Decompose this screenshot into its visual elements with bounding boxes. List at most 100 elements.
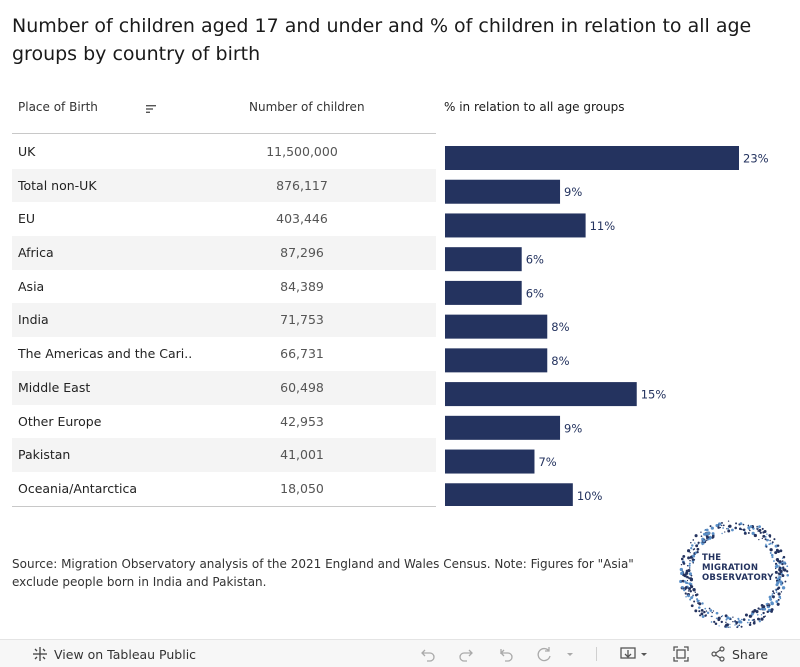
refresh-icon[interactable] [536,646,552,662]
logo-dot [731,528,734,532]
logo-dot [784,580,787,583]
table-row[interactable]: Total non-UK 876,117 [12,168,436,203]
revert-icon[interactable] [498,646,514,662]
logo-dot [694,542,696,544]
logo-dot [778,595,782,599]
place-of-birth-cell: The Americas and the Cari.. [18,346,193,362]
undo-icon[interactable] [420,646,436,662]
logo-dot [694,591,696,593]
logo-dot [703,610,706,614]
logo-dot [692,539,695,541]
logo-dot [773,592,776,595]
logo-line2: MIGRATION [702,563,759,573]
logo-dot [749,621,752,624]
logo-dot [761,527,764,530]
table-row[interactable]: India 71,753 [12,303,436,338]
logo-dot [680,557,684,561]
logo-dot [738,527,742,531]
logo-dot [774,570,778,574]
logo-dot [727,626,730,628]
bar[interactable] [445,382,637,407]
logo-dot [765,543,767,546]
logo-dot [768,603,770,605]
table-row[interactable]: UK 11,500,000 [12,135,436,169]
logo-dot [744,613,748,617]
logo-dot [692,594,694,597]
bar[interactable] [445,280,522,305]
logo-dot [694,551,697,554]
bar-value-label: 10% [577,489,603,503]
logo-dot [704,607,707,610]
table-row[interactable]: Middle East 60,498 [12,370,436,405]
number-of-children-cell: 403,446 [276,211,328,227]
logo-dot [711,535,715,538]
table-row[interactable]: Africa 87,296 [12,236,436,270]
view-on-tableau-link[interactable]: View on Tableau Public [32,646,196,662]
logo-dot [688,564,691,567]
logo-line3: OBSERVATORY [702,573,774,583]
table-row[interactable]: Oceania/Antarctica 18,050 [12,472,436,506]
logo-text: THE MIGRATION OBSERVATORY [702,553,774,583]
logo-dot [759,531,762,534]
logo-dot [710,526,714,530]
column-header-number[interactable]: Number of children [249,100,365,114]
bar[interactable] [445,314,548,339]
bar-value-label: 11% [590,219,616,233]
logo-dot [781,586,786,590]
table-row[interactable]: Other Europe 42,953 [12,405,436,439]
column-header-pct[interactable]: % in relation to all age groups [444,100,625,114]
logo-dot [758,525,761,529]
logo-dot [687,549,691,553]
bar[interactable] [445,483,573,506]
logo-dot [777,575,779,577]
table-row[interactable]: Asia 84,389 [12,270,436,304]
logo-dot [770,601,774,606]
share-button[interactable]: Share [710,646,768,662]
migration-observatory-logo[interactable] [678,518,790,630]
fullscreen-icon[interactable] [673,646,689,662]
share-icon [711,646,725,662]
logo-dot [753,533,757,538]
sort-icon[interactable] [145,100,157,113]
bar[interactable] [445,449,535,474]
bar[interactable] [445,348,548,373]
bar[interactable] [445,179,561,204]
logo-dot [774,567,777,570]
logo-dot [740,528,743,531]
redo-icon[interactable] [458,646,474,662]
logo-dot [781,557,784,559]
logo-dot [699,614,702,617]
logo-dot [683,573,685,576]
logo-dot [690,542,692,544]
logo-dot [740,618,743,621]
table-row[interactable]: EU 403,446 [12,202,436,236]
logo-dot [690,585,694,589]
logo-dot [689,559,691,562]
bar-value-label: 8% [551,354,569,368]
download-icon[interactable] [620,646,652,662]
logo-dot [766,602,769,605]
logo-dot [749,525,753,528]
logo-dot [680,563,683,566]
logo-dot [775,591,778,593]
tableau-toolbar: View on Tableau Public Share [0,639,800,667]
logo-dot [682,562,686,565]
logo-dot [714,622,718,625]
table-row[interactable]: Pakistan 41,001 [12,438,436,472]
logo-dot [715,617,718,620]
logo-dot [739,522,742,525]
table-divider [12,506,436,507]
bar[interactable] [445,213,586,238]
bar[interactable] [445,146,739,170]
logo-dot [774,551,778,555]
logo-dot [681,585,684,589]
logo-dot [720,620,723,624]
table-row[interactable]: The Americas and the Cari.. 66,731 [12,337,436,371]
logo-dot [784,563,786,565]
logo-dot [774,544,778,548]
logo-dot [747,524,750,526]
chevron-down-icon[interactable] [562,646,573,662]
bar[interactable] [445,247,522,272]
column-header-place[interactable]: Place of Birth [18,100,98,114]
bar[interactable] [445,415,561,440]
